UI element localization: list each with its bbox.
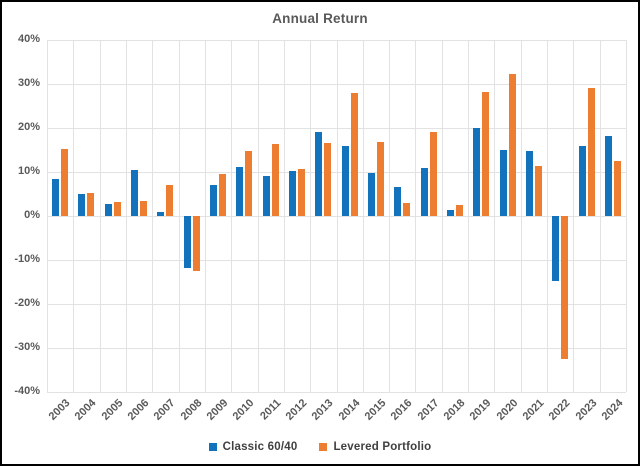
gridline-vertical: [389, 40, 391, 392]
bar-levered-portfolio-2016: [403, 203, 411, 216]
legend-swatch-classic-6040: [208, 443, 217, 451]
gridline-vertical: [204, 40, 206, 392]
y-axis-tick-label: -30%: [14, 341, 40, 353]
bar-classic-6040-2020: [499, 150, 507, 216]
gridline-vertical: [362, 40, 364, 392]
bar-levered-portfolio-2007: [166, 185, 174, 216]
bar-levered-portfolio-2009: [219, 173, 227, 216]
gridline-vertical: [494, 40, 496, 392]
bar-classic-6040-2018: [446, 209, 454, 216]
legend-item-levered-portfolio: Levered Portfolio: [319, 441, 431, 453]
y-axis-tick-label: -20%: [14, 297, 40, 309]
gridline-vertical: [231, 40, 233, 392]
gridline-vertical: [47, 40, 48, 392]
bar-classic-6040-2023: [578, 145, 586, 216]
legend-label-classic-6040: Classic 60/40: [222, 441, 298, 453]
bar-classic-6040-2011: [262, 176, 270, 216]
bar-levered-portfolio-2023: [587, 87, 595, 216]
bar-levered-portfolio-2019: [482, 92, 490, 216]
gridline-vertical: [336, 40, 338, 392]
gridline-vertical: [152, 40, 154, 392]
bar-levered-portfolio-2003: [61, 148, 69, 216]
legend-label-levered-portfolio: Levered Portfolio: [333, 441, 432, 453]
bar-levered-portfolio-2017: [429, 132, 437, 216]
gridline-vertical: [547, 40, 549, 392]
gridline-vertical: [99, 40, 101, 392]
bar-levered-portfolio-2020: [508, 74, 516, 216]
gridline-vertical: [415, 40, 417, 392]
gridline-vertical: [441, 40, 443, 392]
bar-levered-portfolio-2024: [613, 160, 621, 216]
bar-levered-portfolio-2005: [113, 201, 121, 216]
y-axis-tick-label: -10%: [14, 253, 40, 265]
bar-classic-6040-2022: [552, 216, 560, 281]
y-axis-tick-label: 20%: [17, 121, 40, 133]
bar-classic-6040-2007: [157, 211, 165, 216]
legend-swatch-levered-portfolio: [319, 443, 328, 451]
y-axis-tick-label: -40%: [14, 385, 40, 397]
bar-levered-portfolio-2010: [245, 150, 253, 216]
bar-classic-6040-2014: [341, 145, 349, 216]
bar-classic-6040-2024: [604, 136, 612, 216]
y-axis-tick-label: 0%: [24, 209, 40, 221]
gridline-vertical: [626, 40, 627, 392]
chart-legend: Classic 60/40 Levered Portfolio: [2, 441, 638, 453]
y-axis-tick-label: 10%: [17, 165, 40, 177]
bar-classic-6040-2012: [289, 170, 297, 216]
legend-item-classic-6040: Classic 60/40: [208, 441, 298, 453]
bar-classic-6040-2021: [525, 151, 533, 216]
chart-title: Annual Return: [272, 11, 368, 26]
bar-classic-6040-2010: [236, 166, 244, 216]
bar-classic-6040-2005: [104, 204, 112, 216]
gridline-vertical: [599, 40, 601, 392]
gridline-vertical: [73, 40, 75, 392]
bar-classic-6040-2019: [473, 128, 481, 216]
bar-levered-portfolio-2014: [350, 92, 358, 216]
bar-levered-portfolio-2018: [455, 205, 463, 216]
bar-classic-6040-2004: [78, 194, 86, 216]
gridline-vertical: [520, 40, 522, 392]
bar-classic-6040-2017: [420, 168, 428, 216]
bar-levered-portfolio-2013: [324, 142, 332, 216]
gridline-horizontal: [47, 392, 626, 393]
bar-levered-portfolio-2008: [192, 216, 200, 271]
gridline-vertical: [468, 40, 470, 392]
bar-levered-portfolio-2012: [298, 168, 306, 216]
y-axis-tick-label: 40%: [17, 33, 40, 45]
bar-levered-portfolio-2022: [561, 216, 569, 360]
bar-levered-portfolio-2011: [271, 143, 279, 216]
gridline-vertical: [125, 40, 127, 392]
bar-levered-portfolio-2004: [87, 193, 95, 216]
bar-levered-portfolio-2006: [140, 200, 148, 216]
bar-classic-6040-2015: [367, 173, 375, 216]
bar-classic-6040-2013: [315, 132, 323, 216]
bar-classic-6040-2016: [394, 187, 402, 216]
bar-classic-6040-2009: [210, 185, 218, 216]
gridline-vertical: [283, 40, 285, 392]
bar-classic-6040-2006: [131, 169, 139, 216]
gridline-vertical: [257, 40, 259, 392]
y-axis-tick-label: 30%: [17, 77, 40, 89]
bar-classic-6040-2008: [183, 216, 191, 269]
bar-levered-portfolio-2015: [376, 142, 384, 216]
bar-levered-portfolio-2021: [534, 165, 542, 216]
gridline-vertical: [310, 40, 312, 392]
gridline-vertical: [573, 40, 575, 392]
gridline-vertical: [178, 40, 180, 392]
bar-classic-6040-2003: [52, 178, 60, 216]
